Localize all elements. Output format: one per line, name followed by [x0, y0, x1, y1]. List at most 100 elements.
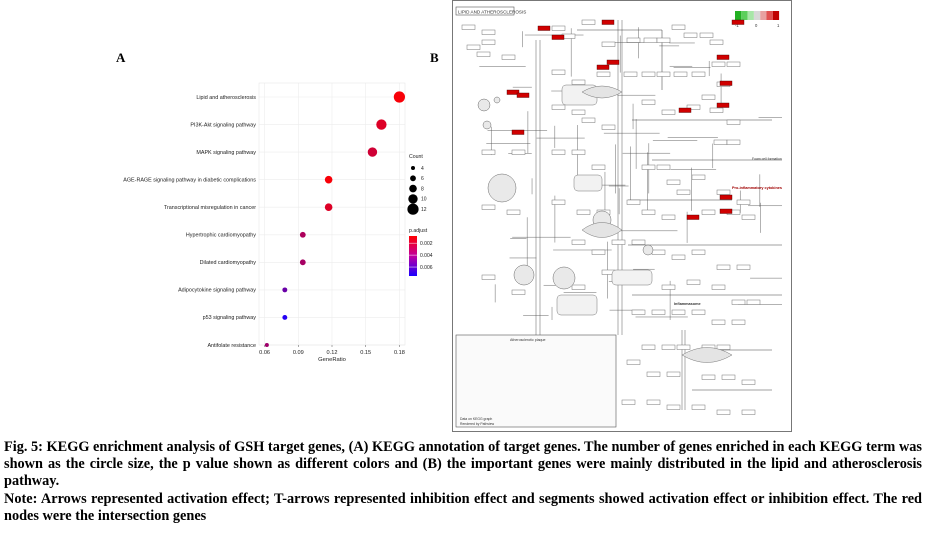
gene-node	[651, 309, 666, 315]
gene-node	[626, 359, 641, 365]
gene-node	[481, 149, 496, 155]
data-point	[282, 287, 288, 293]
gene-node	[581, 117, 596, 123]
gene-node	[571, 284, 586, 290]
intersection-gene-node	[716, 54, 730, 60]
gene-node	[601, 41, 616, 47]
gene-node	[691, 309, 706, 315]
gene-node	[631, 239, 646, 245]
intersection-gene-node	[719, 208, 733, 214]
intersection-gene-node	[606, 59, 620, 65]
panel-b-letter: B	[430, 50, 439, 65]
panel-a-letter: A	[116, 50, 126, 65]
kegg-pathway-map: LIPID AND ATHEROSCLEROSIS -1 0 1 Pro-infla…	[452, 0, 792, 432]
gene-node	[641, 344, 656, 350]
caption-paragraph-1: Fig. 5: KEGG enrichment analysis of GSH …	[4, 439, 922, 490]
gene-node	[643, 37, 658, 43]
gene-node	[581, 19, 596, 25]
gene-node	[646, 399, 661, 405]
panel-b: B LIPID AND ATHEROSCLEROSIS -1 0 1 Pro-inf…	[430, 0, 792, 432]
gene-node	[746, 299, 761, 305]
gene-node	[461, 24, 476, 30]
data-point	[367, 147, 378, 157]
gene-node	[709, 39, 724, 45]
organelle-shape	[556, 294, 598, 316]
legend-count-label: 10	[421, 197, 427, 203]
gene-node	[571, 109, 586, 115]
data-point	[324, 175, 333, 184]
gene-node	[551, 104, 566, 110]
gene-node	[551, 25, 566, 31]
legend-count-label: 8	[421, 186, 424, 192]
x-tick-label: 0.09	[293, 350, 304, 356]
compartment-shape	[513, 264, 535, 286]
y-tick-label: MAPK signaling pathway	[196, 150, 256, 156]
gene-node	[686, 104, 701, 110]
gene-node	[683, 32, 698, 38]
data-point	[264, 343, 269, 347]
data-point	[393, 91, 405, 103]
section-label-pro-inflammatory: Pro-inflammatory cytokines	[732, 186, 782, 190]
compartment-shape	[477, 98, 491, 112]
section-label-plaque: Atherosclerotic plaque	[510, 338, 546, 342]
legend-swatch	[760, 11, 767, 20]
gene-node	[726, 139, 741, 145]
gene-node	[671, 254, 686, 260]
legend-count-dot	[410, 175, 416, 182]
gene-node	[711, 284, 726, 290]
gene-node	[551, 149, 566, 155]
gene-node	[466, 44, 481, 50]
data-point	[299, 231, 306, 238]
legend-swatch	[772, 11, 780, 20]
gene-node	[591, 164, 606, 170]
gene-node	[481, 204, 496, 210]
y-tick-label: Lipid and atherosclerosis	[196, 95, 256, 101]
organelle-shape	[573, 174, 603, 192]
gene-node	[656, 37, 671, 43]
gene-node	[576, 209, 591, 215]
data-point	[282, 314, 288, 320]
intersection-gene-node	[731, 19, 745, 25]
gene-node	[511, 289, 526, 295]
y-tick-label: PI3K-Akt signaling pathway	[190, 122, 256, 128]
organelle-shape	[581, 222, 623, 238]
legend-count-dot	[407, 203, 419, 215]
gene-node	[661, 284, 676, 290]
legend-tick: 0	[755, 23, 758, 28]
compartment-shape	[482, 120, 492, 130]
intersection-gene-node	[716, 102, 730, 108]
gene-node	[596, 71, 611, 77]
data-point	[299, 259, 306, 266]
gene-node	[701, 374, 716, 380]
y-tick-label: Adipocytokine signaling pathway	[178, 288, 256, 294]
gene-node	[691, 404, 706, 410]
gene-node	[716, 344, 731, 350]
gene-node	[571, 79, 586, 85]
gene-node	[701, 94, 716, 100]
gene-node	[661, 109, 676, 115]
gene-node	[551, 199, 566, 205]
gene-node	[676, 189, 691, 195]
x-tick-label: 0.06	[259, 350, 270, 356]
intersection-gene-node	[596, 64, 610, 70]
gene-node	[666, 179, 681, 185]
gene-node	[691, 174, 706, 180]
legend-color-bar	[409, 236, 417, 276]
gene-node	[506, 209, 521, 215]
plaque-inset-box	[455, 334, 617, 428]
section-label-foam-cell: Foam cell formation	[752, 157, 782, 161]
gene-node	[641, 71, 656, 77]
intersection-gene-node	[678, 107, 692, 113]
organelle-shape	[581, 85, 623, 99]
y-tick-label: Transcriptional misregulation in cancer	[164, 205, 256, 211]
gene-node	[726, 61, 741, 67]
gene-node	[713, 139, 728, 145]
organelle-shape	[681, 347, 733, 363]
gene-node	[741, 409, 756, 415]
legend-count-title: Count	[409, 154, 423, 160]
legend-swatch	[766, 11, 773, 20]
gene-node	[711, 319, 726, 325]
intersection-gene-node	[686, 214, 700, 220]
x-axis-label: GeneRatio	[318, 357, 346, 363]
gene-node	[741, 379, 756, 385]
